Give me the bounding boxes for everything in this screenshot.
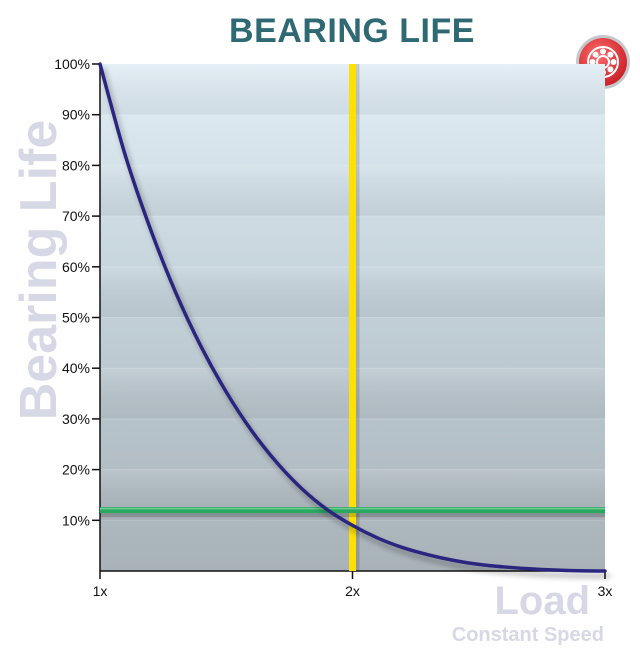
badge-ball-icon bbox=[607, 51, 614, 58]
x-tick-label: 3x bbox=[598, 583, 613, 599]
y-tick-label: 70% bbox=[62, 208, 90, 224]
x-axis-label: Load bbox=[494, 579, 590, 623]
chart-title: BEARING LIFE bbox=[229, 12, 475, 50]
x-ticks: 1x 2x 3x bbox=[93, 571, 613, 599]
badge-ball-icon bbox=[589, 59, 596, 65]
x-tick-label: 1x bbox=[93, 583, 108, 599]
y-tick-label: 50% bbox=[62, 310, 90, 326]
badge-ball-icon bbox=[592, 51, 599, 58]
y-ticks: 10% 20% 30% 40% 50% 60% 70% 80% 90% 100% bbox=[54, 56, 100, 528]
x-tick-label: 2x bbox=[345, 583, 360, 599]
y-axis-label: Bearing Life bbox=[10, 120, 68, 421]
y-tick-label: 30% bbox=[62, 411, 90, 427]
y-tick-label: 20% bbox=[62, 462, 90, 478]
y-tick-label: 100% bbox=[54, 56, 90, 72]
badge-ball-icon bbox=[600, 48, 606, 55]
badge-ball-icon bbox=[610, 59, 617, 65]
y-tick-label: 90% bbox=[62, 107, 90, 123]
series-group bbox=[98, 62, 607, 573]
badge-ball-icon bbox=[607, 66, 614, 73]
y-tick-label: 10% bbox=[62, 512, 90, 528]
y-tick-label: 60% bbox=[62, 259, 90, 275]
y-tick-label: 80% bbox=[62, 157, 90, 173]
reference-lines bbox=[100, 64, 605, 571]
y-tick-label: 40% bbox=[62, 360, 90, 376]
series-line bbox=[98, 62, 607, 573]
x-axis-sublabel: Constant Speed bbox=[452, 624, 604, 646]
